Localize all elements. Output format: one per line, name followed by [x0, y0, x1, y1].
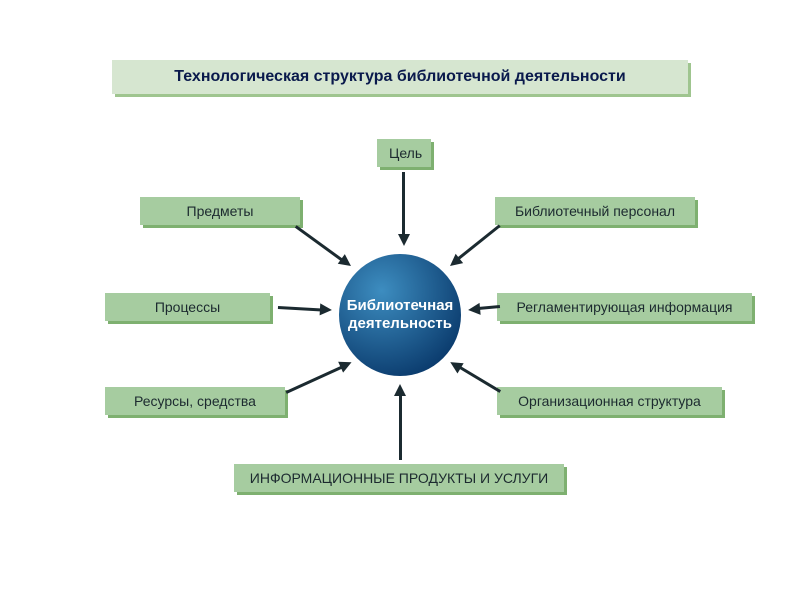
- node-label: Библиотечный персонал: [515, 203, 675, 219]
- arrow-1: [296, 226, 351, 266]
- node-personnel: Библиотечный персонал: [495, 197, 695, 225]
- title-text: Технологическая структура библиотечной д…: [174, 68, 625, 85]
- node-resources: Ресурсы, средства: [105, 387, 285, 415]
- node-label: Предметы: [187, 203, 254, 219]
- center-sphere: Библиотечнаядеятельность: [339, 254, 461, 376]
- arrow-3: [278, 307, 332, 310]
- node-processes: Процессы: [105, 293, 270, 321]
- node-label: ИНФОРМАЦИОННЫЕ ПРОДУКТЫ И УСЛУГИ: [250, 470, 548, 486]
- arrow-5: [286, 362, 352, 392]
- node-label: Цель: [389, 145, 422, 161]
- node-reginfo: Регламентирующая информация: [497, 293, 752, 321]
- node-label: Процессы: [155, 299, 220, 315]
- diagram-canvas: Технологическая структура библиотечной д…: [0, 0, 800, 600]
- arrow-4: [468, 307, 500, 310]
- node-label: Организационная структура: [518, 393, 701, 409]
- node-products: ИНФОРМАЦИОННЫЕ ПРОДУКТЫ И УСЛУГИ: [234, 464, 564, 492]
- arrow-2: [450, 226, 500, 266]
- node-goal: Цель: [377, 139, 431, 167]
- node-label: Ресурсы, средства: [134, 393, 256, 409]
- arrow-6: [450, 362, 500, 392]
- node-orgstruct: Организационная структура: [497, 387, 722, 415]
- center-label: Библиотечнаядеятельность: [347, 297, 454, 333]
- diagram-title: Технологическая структура библиотечной д…: [112, 60, 688, 94]
- node-subjects: Предметы: [140, 197, 300, 225]
- node-label: Регламентирующая информация: [516, 299, 732, 315]
